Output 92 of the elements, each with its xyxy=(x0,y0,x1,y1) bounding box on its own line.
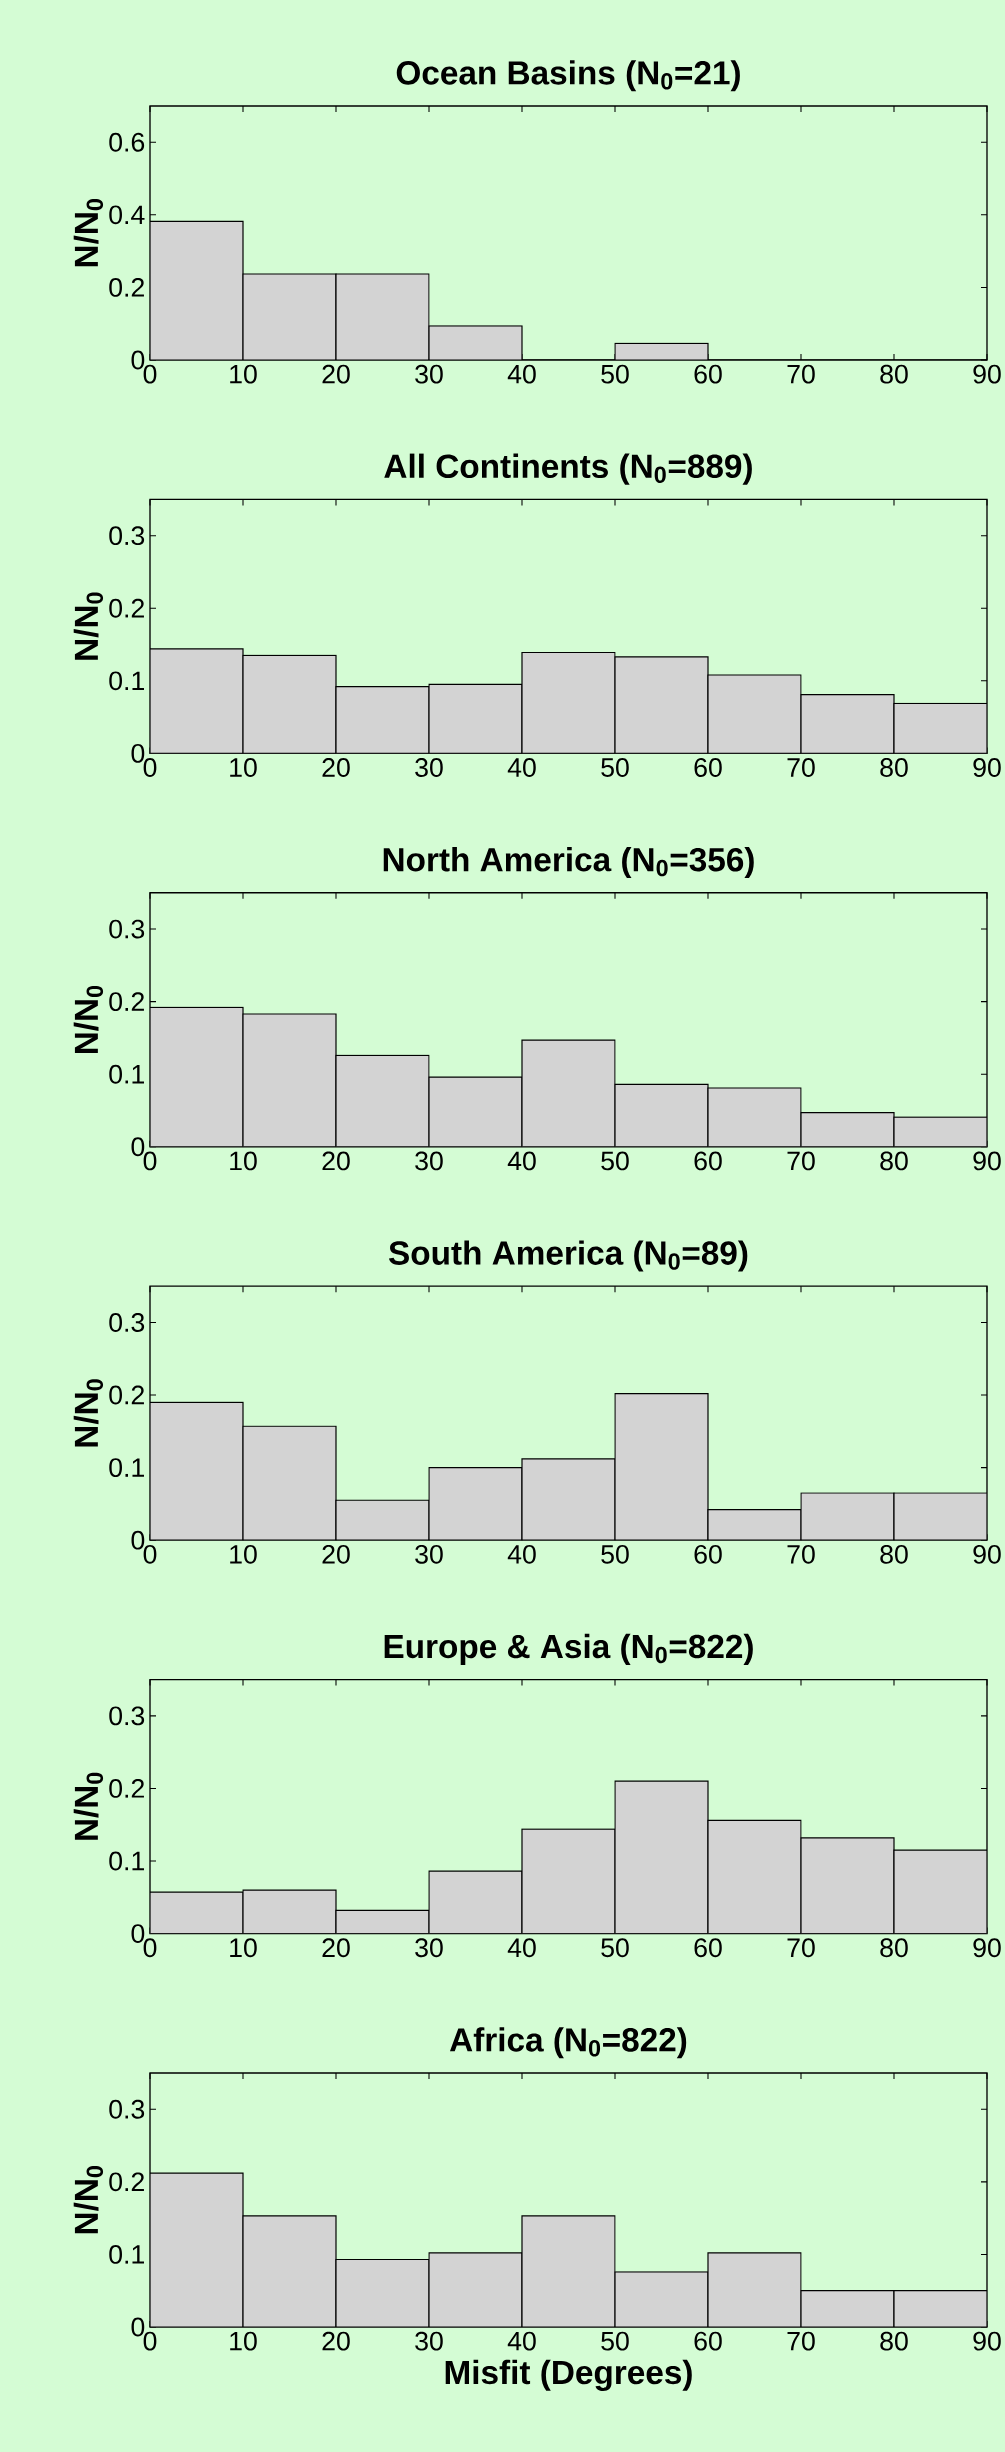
y-tick-label: 0 xyxy=(131,743,145,763)
x-tick-label: 10 xyxy=(230,2331,257,2351)
x-tick-label: 90 xyxy=(973,1151,1001,1171)
x-tick-label: 60 xyxy=(694,2331,722,2351)
y-tick-label: 0.2 xyxy=(109,1779,144,1798)
y-tick-label: 0 xyxy=(131,1530,145,1550)
y-tick-label: 0.3 xyxy=(109,919,145,939)
x-tick-label: 30 xyxy=(415,1151,443,1171)
y-tick-label: 0.1 xyxy=(109,1064,144,1084)
x-tick-label: 60 xyxy=(694,1938,722,1958)
x-tick-label: 20 xyxy=(322,758,350,777)
y-tick-label: 0.4 xyxy=(109,205,145,225)
x-tick-label: 0 xyxy=(143,758,157,777)
x-tick-label: 10 xyxy=(230,364,257,384)
x-tick-label: 20 xyxy=(322,2331,350,2351)
y-tick-label: 0.1 xyxy=(109,1458,144,1478)
y-tick-label: 0 xyxy=(131,1924,145,1944)
y-axis-title: N/N$_{0}$ xyxy=(73,2166,104,2234)
x-tick-label: 40 xyxy=(507,1544,536,1564)
chart-title: Ocean Basins (N$_{0}$=21) xyxy=(396,60,740,92)
x-tick-label: 70 xyxy=(787,2331,815,2351)
x-tick-label: 30 xyxy=(415,2331,443,2351)
y-tick-label: 0.2 xyxy=(109,277,144,297)
y-axis-title: N/N$_{0}$ xyxy=(73,592,104,660)
x-tick-label: 20 xyxy=(322,1938,350,1958)
x-tick-label: 90 xyxy=(973,1938,1001,1958)
x-tick-label: 80 xyxy=(880,1938,908,1958)
x-tick-label: 80 xyxy=(880,758,908,777)
x-tick-label: 80 xyxy=(880,1544,908,1564)
x-tick-label: 40 xyxy=(507,1151,536,1171)
y-tick-label: 0.3 xyxy=(109,1313,145,1332)
x-tick-label: 60 xyxy=(694,758,722,777)
x-tick-label: 10 xyxy=(230,1544,257,1564)
x-tick-label: 90 xyxy=(973,2331,1001,2351)
y-tick-label: 0 xyxy=(131,1137,145,1157)
y-tick-label: 0.3 xyxy=(109,526,145,546)
x-tick-label: 90 xyxy=(973,758,1001,777)
x-tick-label: 70 xyxy=(787,1938,815,1958)
x-tick-label: 70 xyxy=(787,1151,815,1171)
y-axis-title: N/N$_{0}$ xyxy=(73,985,104,1054)
y-tick-label: 0.2 xyxy=(109,2172,144,2192)
x-tick-label: 40 xyxy=(507,758,536,777)
x-tick-label: 50 xyxy=(601,2331,629,2351)
y-tick-label: 0.3 xyxy=(109,1706,145,1726)
y-tick-label: 0.2 xyxy=(109,598,144,618)
x-tick-label: 50 xyxy=(601,1544,629,1564)
x-tick-label: 20 xyxy=(322,364,350,384)
x-tick-label: 90 xyxy=(973,364,1001,384)
x-tick-label: 30 xyxy=(415,364,443,384)
y-tick-label: 0.1 xyxy=(109,1851,144,1871)
x-tick-label: 70 xyxy=(787,364,815,384)
x-tick-label: 80 xyxy=(880,1151,908,1171)
x-tick-label: 50 xyxy=(601,1938,629,1958)
y-tick-label: 0.2 xyxy=(109,992,144,1012)
x-tick-label: 40 xyxy=(507,2331,536,2351)
y-tick-label: 0.1 xyxy=(109,671,144,691)
x-tick-label: 70 xyxy=(787,1544,815,1564)
x-tick-label: 60 xyxy=(694,1544,722,1564)
chart-title: Africa (N$_{0}$=822) xyxy=(449,2027,687,2059)
x-tick-label: 40 xyxy=(507,1938,536,1958)
x-tick-label: 80 xyxy=(880,364,908,384)
y-tick-label: 0.3 xyxy=(109,2099,145,2119)
x-tick-label: 30 xyxy=(415,758,443,777)
x-tick-label: 10 xyxy=(230,1938,257,1958)
x-axis-title: Misfit (Degrees) xyxy=(445,2359,692,2391)
x-tick-label: 30 xyxy=(415,1938,443,1958)
y-tick-label: 0.1 xyxy=(109,2244,144,2264)
y-axis-title: N/N$_{0}$ xyxy=(73,1772,104,1840)
x-tick-label: 10 xyxy=(230,758,257,777)
x-tick-label: 20 xyxy=(322,1544,350,1564)
y-tick-label: 0.6 xyxy=(109,132,145,152)
x-tick-label: 70 xyxy=(787,758,815,777)
x-tick-label: 60 xyxy=(694,1151,722,1171)
x-tick-label: 60 xyxy=(694,364,722,384)
x-tick-label: 40 xyxy=(507,364,536,384)
x-tick-label: 90 xyxy=(973,1544,1001,1564)
x-tick-label: 20 xyxy=(322,1151,350,1171)
x-tick-label: 30 xyxy=(415,1544,443,1564)
y-axis-title: N/N$_{0}$ xyxy=(73,1379,104,1447)
y-axis-title: N/N$_{0}$ xyxy=(73,199,104,267)
x-tick-label: 50 xyxy=(601,758,629,777)
chart-title: Europe & Asia (N$_{0}$=822) xyxy=(384,1633,753,1665)
x-tick-label: 10 xyxy=(230,1151,257,1171)
x-tick-label: 50 xyxy=(601,364,629,384)
x-tick-label: 80 xyxy=(880,2331,908,2351)
y-tick-label: 0 xyxy=(131,2317,145,2337)
x-tick-label: 50 xyxy=(601,1151,629,1171)
y-tick-label: 0 xyxy=(131,350,145,370)
chart-title: North America (N$_{0}$=356) xyxy=(383,847,754,879)
chart-title: All Continents (N$_{0}$=889) xyxy=(384,453,752,485)
chart-title: South America (N$_{0}$=89) xyxy=(388,1240,748,1272)
y-tick-label: 0.2 xyxy=(109,1385,144,1405)
